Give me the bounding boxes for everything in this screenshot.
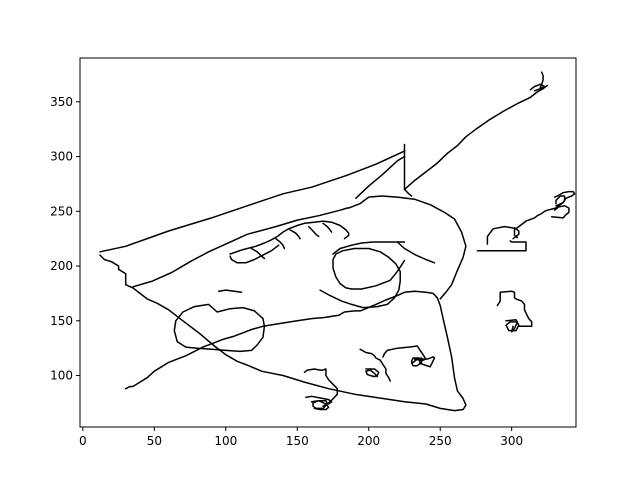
series-line-31 xyxy=(410,357,423,367)
series-line-17 xyxy=(275,237,286,250)
series-line-34 xyxy=(305,395,333,405)
series-line-21 xyxy=(476,240,527,252)
x-tick-label: 50 xyxy=(147,434,162,448)
series-line-27 xyxy=(505,318,520,333)
series-line-32 xyxy=(365,368,380,378)
series-line-14 xyxy=(229,220,350,255)
x-axis: 0 50 100 150 200 250 300 xyxy=(79,427,523,448)
series-line-16 xyxy=(250,247,266,260)
x-tick-label: 300 xyxy=(500,434,523,448)
series-line-22 xyxy=(486,190,576,245)
y-tick-label: 150 xyxy=(50,314,73,328)
series-line-26 xyxy=(496,290,533,328)
y-tick-label: 350 xyxy=(50,95,73,109)
series-line-20 xyxy=(322,222,333,233)
series-line-35 xyxy=(310,399,330,411)
series-line-5 xyxy=(403,143,413,197)
series-line-2 xyxy=(99,254,467,412)
series-line-12 xyxy=(396,241,436,264)
series-line-15 xyxy=(229,244,280,264)
series-line-1 xyxy=(99,150,406,253)
x-tick-label: 0 xyxy=(79,434,87,448)
series-line-10 xyxy=(319,247,406,309)
series-line-18 xyxy=(289,229,301,240)
x-tick-label: 100 xyxy=(214,434,237,448)
series-line-11 xyxy=(332,241,406,255)
x-tick-label: 250 xyxy=(429,434,452,448)
y-axis: 100 150 200 250 300 350 xyxy=(50,95,80,383)
y-tick-label: 100 xyxy=(50,369,73,383)
series-line-23 xyxy=(512,226,520,240)
series-line-3 xyxy=(132,195,467,300)
series-line-24 xyxy=(550,205,570,219)
y-tick-label: 200 xyxy=(50,259,73,273)
series-line-29 xyxy=(382,345,427,361)
y-tick-label: 300 xyxy=(50,150,73,164)
x-tick-label: 200 xyxy=(357,434,380,448)
plot-frame xyxy=(79,57,577,428)
series-line-4 xyxy=(355,155,406,199)
y-tick-label: 250 xyxy=(50,204,73,218)
series-line-6 xyxy=(403,84,549,191)
series-layer xyxy=(99,71,576,412)
series-line-8 xyxy=(529,83,546,92)
series-line-13 xyxy=(217,289,243,294)
series-line-19 xyxy=(307,225,320,238)
series-line-25 xyxy=(555,195,566,207)
x-tick-label: 150 xyxy=(286,434,309,448)
series-line-33 xyxy=(303,368,339,407)
series-line-28 xyxy=(359,348,391,382)
series-line-9 xyxy=(173,303,266,353)
